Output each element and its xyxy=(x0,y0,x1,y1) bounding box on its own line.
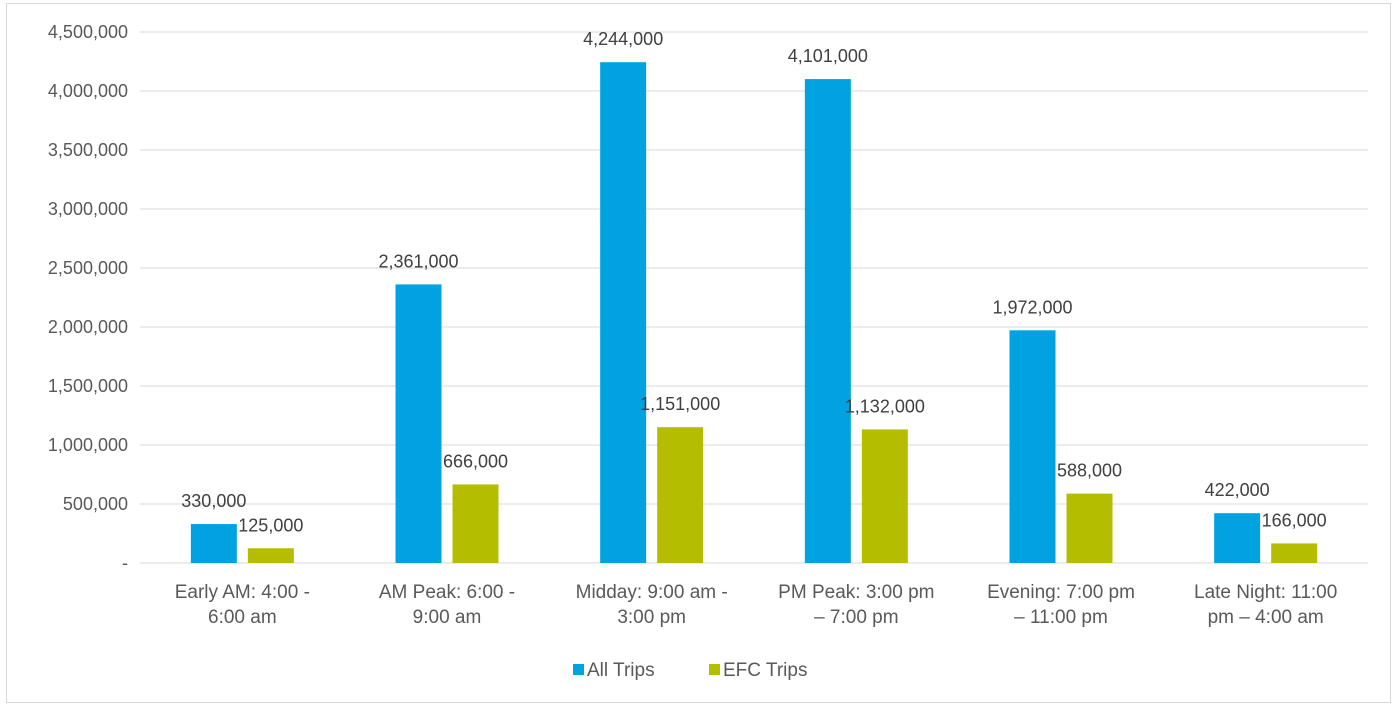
x-category-label: 9:00 am xyxy=(413,607,482,628)
all-trips-bar xyxy=(600,62,647,563)
data-label: 2,361,000 xyxy=(378,251,458,271)
x-category-label: Late Night: 11:00 xyxy=(1194,582,1337,603)
x-category-label: Evening: 7:00 pm xyxy=(987,582,1135,603)
x-category-label: 6:00 am xyxy=(208,607,277,628)
y-tick-label: 1,000,000 xyxy=(48,435,128,455)
y-tick-label: 2,000,000 xyxy=(48,317,128,337)
data-label: 1,972,000 xyxy=(992,297,1072,317)
x-category-label: 3:00 pm xyxy=(617,607,686,628)
x-category-label: – 7:00 pm xyxy=(814,607,899,628)
data-label: 4,101,000 xyxy=(788,46,868,66)
y-tick-label: 3,500,000 xyxy=(48,140,128,160)
legend-swatch-efc-trips xyxy=(709,664,720,675)
x-category-label: AM Peak: 6:00 - xyxy=(379,582,515,603)
legend-label-efc-trips: EFC Trips xyxy=(723,660,807,681)
all-trips-bar xyxy=(1009,330,1056,563)
efc-trips-bar xyxy=(1066,493,1113,563)
data-label: 666,000 xyxy=(443,451,508,471)
x-category-label: PM Peak: 3:00 pm xyxy=(778,582,934,603)
data-label: 1,151,000 xyxy=(640,394,720,414)
x-category-label: pm – 4:00 am xyxy=(1208,607,1324,628)
x-category-label: Midday: 9:00 am - xyxy=(576,582,728,603)
data-label: 166,000 xyxy=(1262,510,1327,530)
efc-trips-bar xyxy=(861,429,908,563)
efc-trips-bar xyxy=(657,427,704,563)
all-trips-bar xyxy=(190,524,237,563)
y-tick-label: 4,000,000 xyxy=(48,81,128,101)
data-label: 330,000 xyxy=(181,491,246,511)
efc-trips-bar xyxy=(247,548,294,563)
data-label: 422,000 xyxy=(1205,480,1270,500)
x-category-label: Early AM: 4:00 - xyxy=(175,582,310,603)
data-label: 1,132,000 xyxy=(845,396,925,416)
data-label: 125,000 xyxy=(238,515,303,535)
y-tick-label: 500,000 xyxy=(63,494,128,514)
all-trips-bar xyxy=(395,284,442,563)
data-label: 588,000 xyxy=(1057,461,1122,481)
legend-label-all-trips: All Trips xyxy=(587,660,655,681)
data-label: 4,244,000 xyxy=(583,29,663,49)
legend-swatch-all-trips xyxy=(573,664,584,675)
x-category-label: – 11:00 pm xyxy=(1014,607,1108,628)
efc-trips-bar xyxy=(452,484,499,563)
all-trips-bar xyxy=(1214,513,1261,563)
all-trips-bar xyxy=(804,79,851,563)
y-tick-label: - xyxy=(122,553,128,573)
chart-frame xyxy=(6,3,1391,703)
y-tick-label: 2,500,000 xyxy=(48,258,128,278)
efc-trips-bar xyxy=(1271,543,1318,563)
y-tick-label: 3,000,000 xyxy=(48,199,128,219)
y-tick-label: 4,500,000 xyxy=(48,22,128,42)
y-tick-label: 1,500,000 xyxy=(48,376,128,396)
